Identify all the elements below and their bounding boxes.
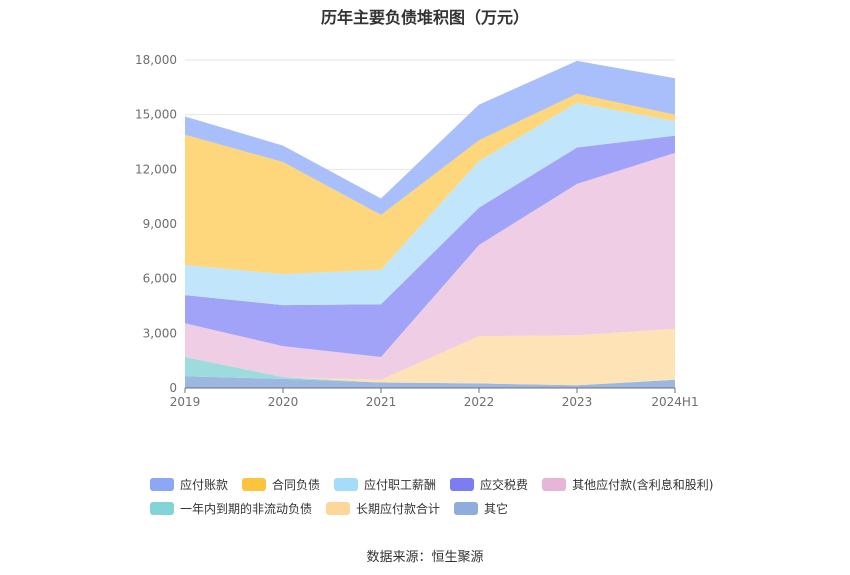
area-series-2 xyxy=(185,328,675,386)
legend-swatch xyxy=(334,477,359,491)
x-tick-label: 2020 xyxy=(268,395,299,409)
legend-label: 其他应付款(含利息和股利) xyxy=(572,477,714,492)
x-tick-label: 2024H1 xyxy=(651,395,698,409)
y-tick-label: 6,000 xyxy=(143,272,177,286)
legend-swatch xyxy=(326,501,351,515)
area-series-3 xyxy=(185,152,675,380)
legend-label: 一年内到期的非流动负债 xyxy=(180,501,313,516)
y-tick-label: 0 xyxy=(169,381,177,395)
legend-swatch xyxy=(454,501,479,515)
legend-label: 应交税费 xyxy=(480,477,529,492)
x-tick-label: 2019 xyxy=(170,395,201,409)
y-tick-label: 18,000 xyxy=(135,53,177,67)
legend-label: 合同负债 xyxy=(272,477,321,492)
legend-swatch xyxy=(542,477,567,491)
chart-title: 历年主要负债堆积图（万元） xyxy=(320,8,529,27)
series-areas xyxy=(185,60,675,388)
legend-label: 长期应付款合计 xyxy=(356,501,441,516)
y-tick-label: 3,000 xyxy=(143,326,177,340)
legend: 应付账款 合同负债 应付职工薪酬 应交税费 其他应付款(含利息和股利) 一年内到期的非流动… xyxy=(150,472,750,520)
area-series-7 xyxy=(185,60,675,215)
area-series-6 xyxy=(185,93,675,275)
data-source: 数据来源：恒生聚源 xyxy=(366,550,484,565)
legend-item[interactable]: 其它 xyxy=(454,500,508,517)
legend-label: 其它 xyxy=(484,501,509,516)
legend-label: 应付账款 xyxy=(180,477,229,492)
y-tick-label: 9,000 xyxy=(143,217,177,231)
legend-item[interactable]: 其他应付款(含利息和股利) xyxy=(542,476,713,493)
legend-swatch xyxy=(150,477,174,491)
legend-swatch xyxy=(450,477,475,491)
x-tick-label: 2022 xyxy=(464,395,495,409)
legend-item[interactable]: 应交税费 xyxy=(450,476,528,493)
area-series-4 xyxy=(185,135,675,357)
legend-item[interactable]: 应付账款 xyxy=(150,476,228,493)
y-tick-label: 12,000 xyxy=(135,162,177,176)
legend-swatch xyxy=(150,501,174,515)
stacked-area-chart: 0 3,000 6,000 9,000 12,000 15,000 18,000 2019 20… xyxy=(135,53,699,409)
legend-item[interactable]: 应付职工薪酬 xyxy=(334,476,436,493)
legend-item[interactable]: 长期应付款合计 xyxy=(326,500,440,517)
area-series-5 xyxy=(185,102,675,306)
y-tick-label: 15,000 xyxy=(135,108,177,122)
legend-label: 应付职工薪酬 xyxy=(364,477,437,492)
x-tick-label: 2023 xyxy=(562,395,593,409)
axes: 0 3,000 6,000 9,000 12,000 15,000 18,000 2019 20… xyxy=(135,53,699,409)
legend-swatch xyxy=(242,477,267,491)
legend-item[interactable]: 一年内到期的非流动负债 xyxy=(150,500,312,517)
legend-row: 应付账款 合同负债 应付职工薪酬 应交税费 其他应付款(含利息和股利) xyxy=(150,472,750,496)
legend-row: 一年内到期的非流动负债 长期应付款合计 其它 xyxy=(150,496,750,520)
area-series-0 xyxy=(185,376,675,388)
legend-item[interactable]: 合同负债 xyxy=(242,476,320,493)
x-tick-label: 2021 xyxy=(366,395,397,409)
